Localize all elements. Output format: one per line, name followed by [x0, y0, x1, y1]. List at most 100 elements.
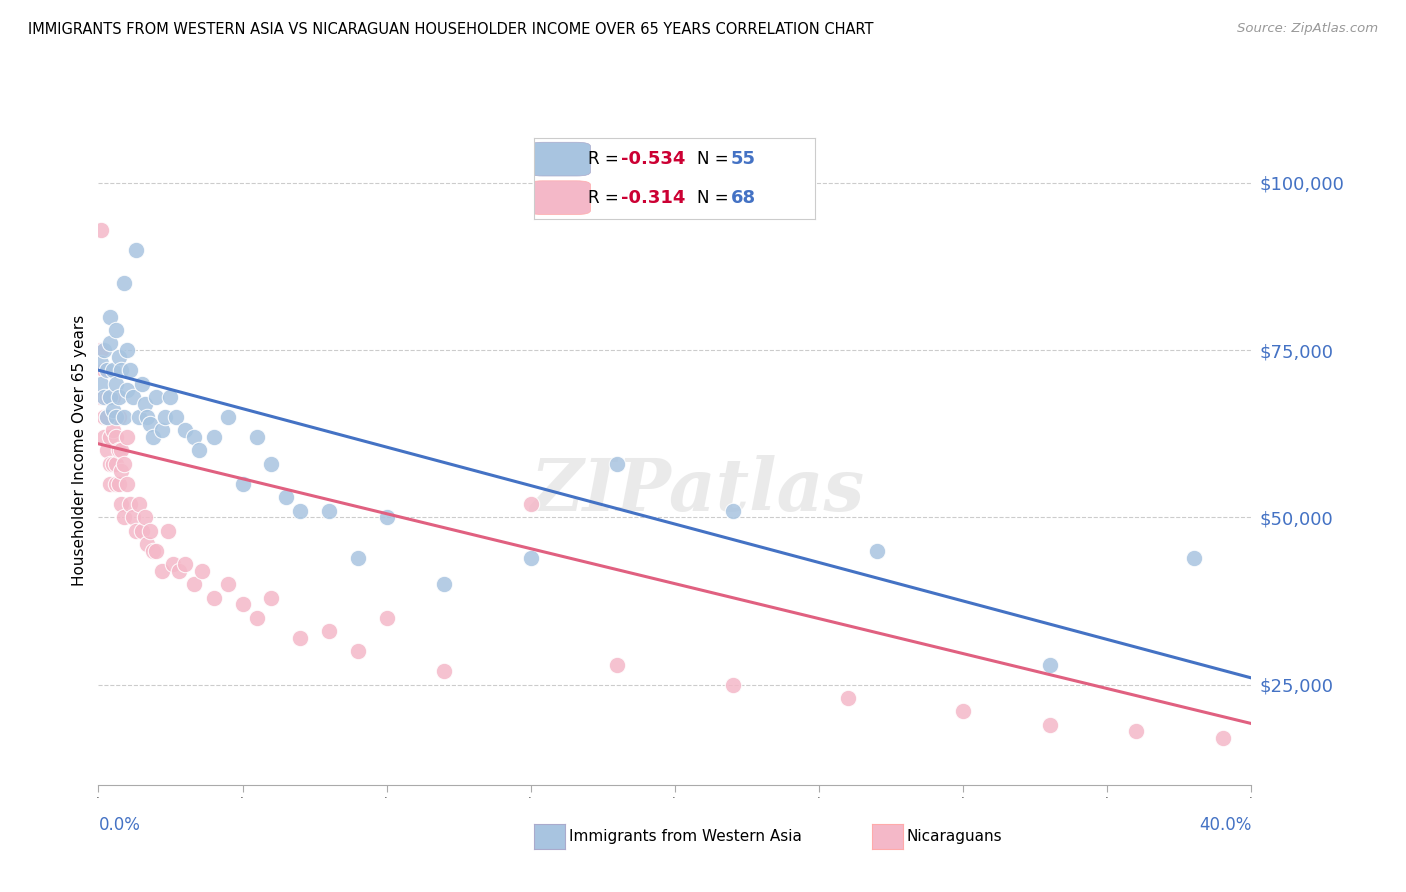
Text: 55: 55	[731, 150, 756, 168]
Point	[606, 657, 628, 672]
Point	[1327, 738, 1350, 752]
Point	[101, 457, 124, 471]
Point	[98, 390, 121, 404]
Point	[183, 430, 205, 444]
Point	[142, 430, 165, 444]
Point	[1212, 731, 1234, 746]
Point	[110, 497, 132, 511]
Point	[1038, 717, 1062, 731]
Point	[134, 396, 156, 410]
Point	[112, 457, 135, 471]
Point	[433, 664, 456, 678]
Point	[107, 390, 129, 404]
Point	[174, 557, 197, 572]
FancyBboxPatch shape	[529, 181, 591, 214]
Point	[136, 410, 159, 425]
Point	[131, 524, 153, 538]
Text: R =: R =	[588, 189, 624, 207]
Point	[260, 591, 283, 605]
Point	[520, 497, 543, 511]
Point	[188, 443, 211, 458]
Point	[290, 503, 312, 517]
Point	[217, 577, 239, 591]
Point	[93, 343, 115, 357]
Point	[375, 610, 398, 624]
Point	[107, 443, 129, 458]
Point	[318, 624, 340, 639]
Point	[93, 390, 115, 404]
Point	[96, 410, 118, 425]
Text: Source: ZipAtlas.com: Source: ZipAtlas.com	[1237, 22, 1378, 36]
Point	[131, 376, 153, 391]
Point	[120, 497, 142, 511]
Point	[136, 537, 159, 551]
Point	[110, 464, 132, 478]
Point	[721, 503, 744, 517]
Point	[117, 476, 139, 491]
Point	[90, 390, 112, 404]
Point	[1182, 550, 1205, 565]
Point	[93, 410, 115, 425]
Point	[156, 524, 179, 538]
Point	[120, 363, 142, 377]
Point	[96, 390, 118, 404]
Point	[142, 543, 165, 558]
Text: IMMIGRANTS FROM WESTERN ASIA VS NICARAGUAN HOUSEHOLDER INCOME OVER 65 YEARS CORR: IMMIGRANTS FROM WESTERN ASIA VS NICARAGU…	[28, 22, 873, 37]
Point	[1268, 678, 1291, 692]
Point	[117, 430, 139, 444]
Point	[165, 410, 187, 425]
Point	[162, 557, 184, 572]
Point	[150, 564, 173, 578]
Point	[104, 457, 127, 471]
Text: Nicaraguans: Nicaraguans	[907, 830, 1002, 844]
Point	[107, 476, 129, 491]
Point	[90, 356, 112, 371]
Point	[150, 424, 173, 438]
Point	[128, 410, 150, 425]
Text: ZIPatlas: ZIPatlas	[531, 455, 865, 526]
Text: -0.534: -0.534	[621, 150, 686, 168]
Point	[112, 410, 135, 425]
Point	[90, 222, 112, 236]
Point	[122, 390, 145, 404]
Point	[837, 690, 859, 705]
Point	[1125, 724, 1147, 739]
Point	[231, 476, 254, 491]
Point	[96, 363, 118, 377]
Point	[93, 430, 115, 444]
Point	[112, 510, 135, 524]
Text: N =: N =	[697, 150, 734, 168]
Text: 40.0%: 40.0%	[1199, 816, 1251, 834]
Text: 68: 68	[731, 189, 756, 207]
Point	[110, 363, 132, 377]
Point	[217, 410, 239, 425]
Point	[110, 443, 132, 458]
Point	[375, 510, 398, 524]
Point	[1038, 657, 1062, 672]
Point	[274, 490, 297, 504]
Point	[93, 363, 115, 377]
Point	[346, 644, 368, 658]
Text: R =: R =	[588, 150, 624, 168]
Point	[202, 430, 225, 444]
Point	[183, 577, 205, 591]
Point	[101, 363, 124, 377]
Point	[433, 577, 456, 591]
Point	[606, 457, 628, 471]
Point	[139, 524, 162, 538]
Point	[290, 631, 312, 645]
Point	[159, 390, 181, 404]
Point	[101, 424, 124, 438]
Point	[134, 510, 156, 524]
Text: N =: N =	[697, 189, 734, 207]
Point	[112, 276, 135, 290]
Point	[125, 524, 148, 538]
Point	[153, 410, 176, 425]
Point	[318, 503, 340, 517]
Text: -0.314: -0.314	[621, 189, 686, 207]
Point	[145, 543, 167, 558]
Point	[96, 443, 118, 458]
Point	[520, 550, 543, 565]
FancyBboxPatch shape	[529, 142, 591, 176]
Point	[90, 343, 112, 357]
